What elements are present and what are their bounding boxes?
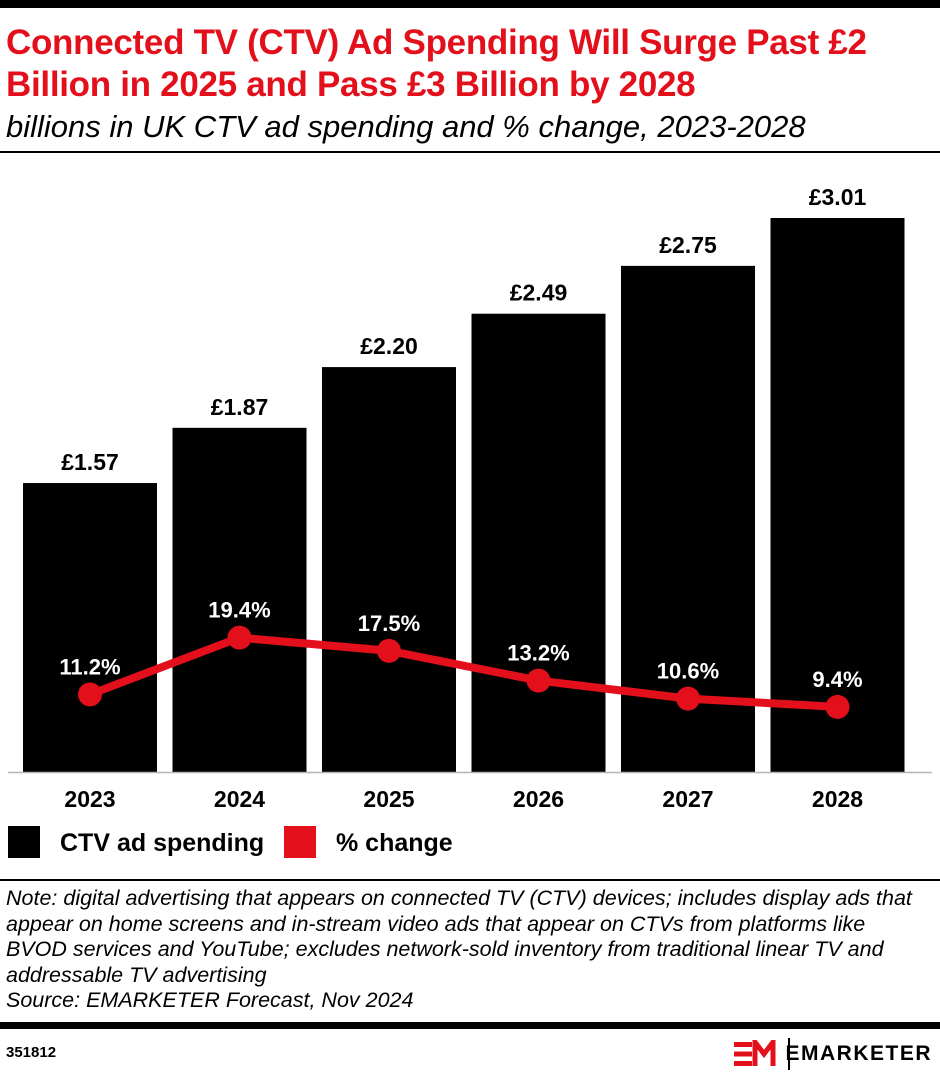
bar-labels-layer: £1.57 £1.87 £2.20 £2.49 £2.75 £3.01 — [61, 184, 866, 475]
line-point-2027 — [676, 686, 700, 711]
bar-label-2025: £2.20 — [360, 333, 418, 359]
top-rule — [0, 0, 940, 8]
subtitle-rule — [0, 151, 940, 153]
legend-swatch-ctv-ad-spending — [8, 826, 40, 858]
bar-line-chart: £1.57 £1.87 £2.20 £2.49 £2.75 £3.01 11.2% 19.4… — [8, 184, 932, 812]
x-tick-2023: 2023 — [64, 786, 115, 812]
line-label-2026: 13.2% — [507, 641, 569, 666]
line-label-2024: 19.4% — [208, 598, 270, 623]
line-layer: 11.2% 19.4% 17.5% 13.2% 10.6% 9.4% — [59, 598, 863, 719]
bottom-rule — [0, 1022, 940, 1029]
legend-label-percent-change: % change — [336, 829, 453, 857]
line-label-2027: 10.6% — [657, 659, 719, 684]
line-label-2028: 9.4% — [812, 667, 862, 692]
chart-subtitle: billions in UK CTV ad spending and % cha… — [6, 109, 806, 144]
brand: EMARKETER — [722, 1038, 932, 1070]
bar-2025 — [322, 367, 456, 772]
line-label-2025: 17.5% — [358, 611, 420, 636]
bar-2024 — [172, 427, 307, 772]
x-tick-2027: 2027 — [662, 786, 713, 812]
legend-label-ctv-ad-spending: CTV ad spending — [60, 829, 265, 857]
line-point-2028 — [825, 694, 850, 719]
bar-label-2026: £2.49 — [510, 280, 568, 306]
line-label-2023: 11.2% — [59, 654, 120, 679]
line-point-2025 — [377, 638, 401, 663]
bar-2023 — [23, 483, 157, 772]
bar-label-2027: £2.75 — [659, 232, 717, 258]
line-point-2024 — [227, 625, 252, 650]
x-tick-2026: 2026 — [513, 786, 564, 812]
percent-change-line — [86, 633, 842, 711]
bar-2028 — [770, 218, 905, 772]
brand-name: EMARKETER — [785, 1042, 932, 1065]
x-tick-2024: 2024 — [214, 786, 265, 812]
bar-label-2023: £1.57 — [61, 449, 119, 475]
em-logo-icon — [734, 1040, 776, 1066]
bar-label-2028: £3.01 — [809, 184, 867, 210]
bar-label-2024: £1.87 — [211, 394, 269, 420]
x-tick-2028: 2028 — [812, 786, 863, 812]
x-axis: 2023 2024 2025 2026 2027 2028 — [64, 786, 863, 812]
source-text: Source: EMARKETER Forecast, Nov 2024 — [6, 988, 414, 1012]
footnote: Note: digital advertising that appears o… — [6, 886, 931, 1014]
note-rule — [0, 879, 940, 881]
chart-id: 351812 — [6, 1044, 57, 1061]
chart-title: Connected TV (CTV) Ad Spending Will Surg… — [6, 23, 867, 104]
bars-layer — [23, 218, 905, 772]
line-point-2023 — [78, 682, 102, 707]
line-point-2026 — [526, 668, 551, 693]
legend-swatch-percent-change — [284, 826, 316, 858]
note-text: Note: digital advertising that appears o… — [6, 886, 912, 987]
bar-2026 — [471, 313, 606, 772]
brand-divider — [788, 1038, 790, 1070]
x-tick-2025: 2025 — [363, 786, 414, 812]
